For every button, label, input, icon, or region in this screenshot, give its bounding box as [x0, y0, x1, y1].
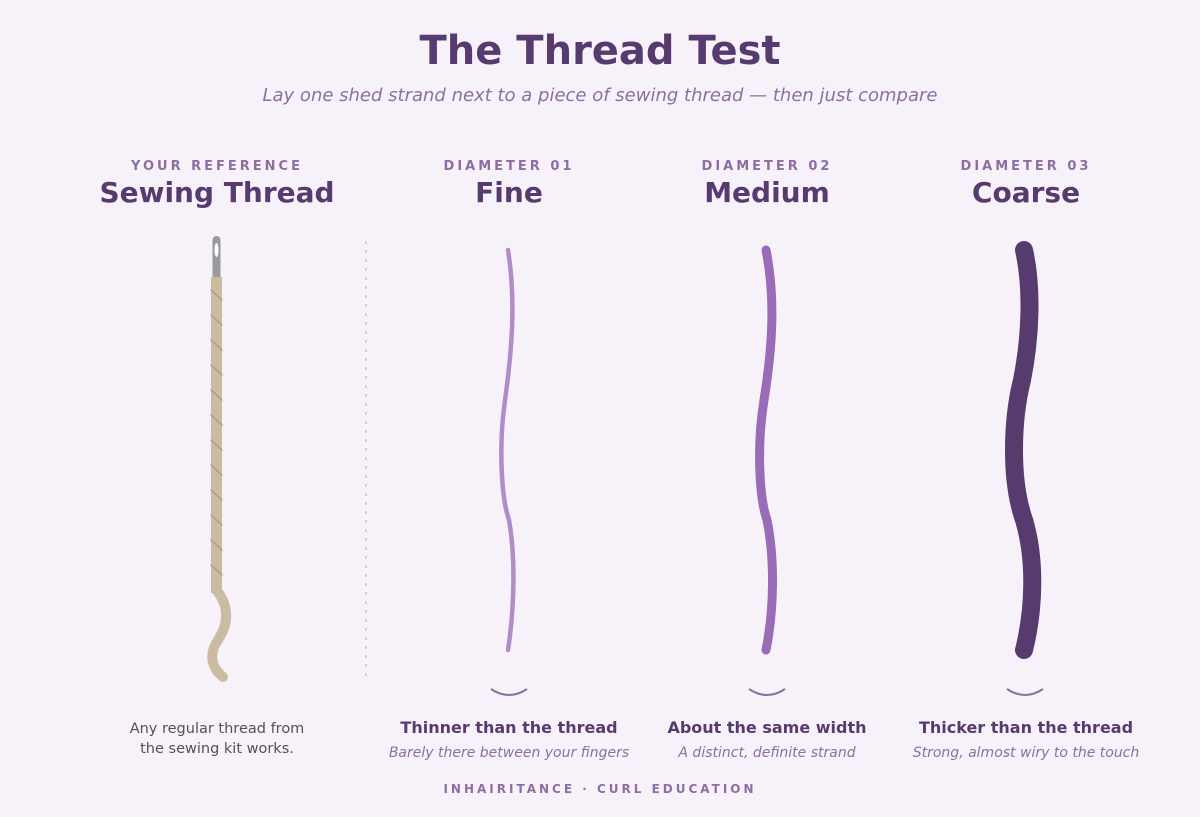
diameter-01-eyebrow: DIAMETER 01	[443, 159, 575, 174]
diameter-03-description: Thicker than the thread	[918, 718, 1134, 737]
diameter-02-heading: Medium	[704, 176, 830, 209]
coarse-strand	[1005, 241, 1042, 659]
reference-eyebrow: YOUR REFERENCE	[131, 159, 303, 174]
medium-arc-decoration	[748, 688, 786, 696]
diameter-03-eyebrow: DIAMETER 03	[960, 159, 1092, 174]
reference-note-line1: Any regular thread from	[129, 721, 305, 737]
needle-with-thread-icon	[207, 236, 232, 682]
diameter-02-description: About the same width	[667, 718, 867, 737]
thread-twist-mark	[210, 514, 223, 526]
thread-twist-mark	[210, 564, 223, 576]
thread-twist-mark	[210, 414, 223, 426]
diameter-01-description: Thinner than the thread	[400, 718, 618, 737]
medium-strand	[755, 245, 777, 655]
thread-twist-mark	[210, 364, 223, 376]
page-subtitle: Lay one shed strand next to a piece of s…	[262, 85, 938, 106]
reference-note: Any regular thread from the sewing kit w…	[107, 719, 327, 759]
diameter-01-subtext: Barely there between your fingers	[388, 745, 630, 761]
fine-arc-decoration	[490, 688, 528, 696]
thread-twist-mark	[210, 389, 223, 401]
thread-twist-mark	[210, 339, 223, 351]
reference-note-line2: the sewing kit works.	[140, 741, 294, 757]
diameter-02-subtext: A distinct, definite strand	[678, 745, 856, 761]
thread-twist-mark	[210, 314, 223, 326]
thread-twist-mark	[210, 464, 223, 476]
thread-twist-mark	[210, 289, 223, 301]
page-title: The Thread Test	[419, 28, 781, 74]
footer-brand: INHAIRITANCE · CURL EDUCATION	[443, 782, 757, 796]
diameter-03-subtext: Strong, almost wiry to the touch	[912, 745, 1140, 761]
coarse-arc-decoration	[1006, 688, 1044, 696]
diameter-01-heading: Fine	[475, 176, 543, 209]
thread-twist-mark	[210, 539, 223, 551]
diameter-03-heading: Coarse	[971, 176, 1081, 209]
fine-strand	[499, 247, 516, 653]
thread-twist-mark	[210, 489, 223, 501]
thread-twist-mark	[210, 439, 223, 451]
diameter-02-eyebrow: DIAMETER 02	[701, 159, 833, 174]
reference-heading: Sewing Thread	[99, 176, 335, 209]
